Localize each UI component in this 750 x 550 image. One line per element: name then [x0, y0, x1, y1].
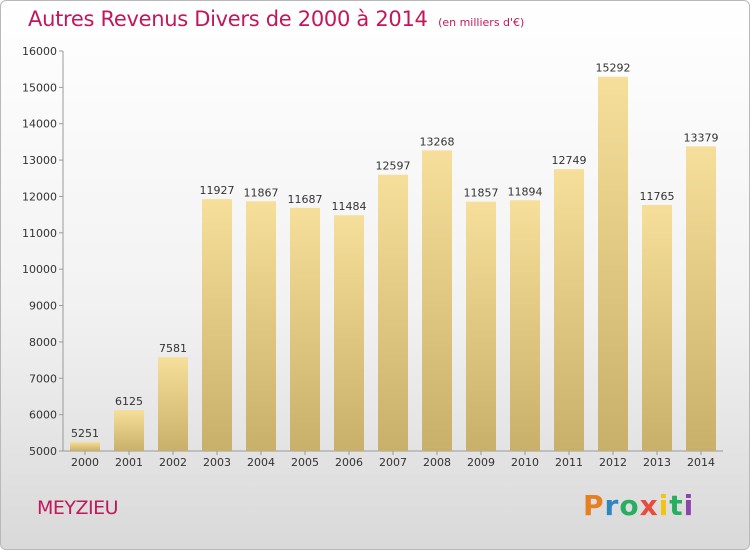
- bar-value-label: 11857: [464, 187, 499, 200]
- bar-value-label: 5251: [71, 427, 99, 440]
- bar-value-label: 6125: [115, 395, 143, 408]
- city-name: MEYZIEU: [37, 497, 119, 519]
- bar-value-label: 13379: [684, 131, 719, 144]
- bar-value-label: 7581: [159, 342, 187, 355]
- bar: [554, 169, 584, 451]
- x-tick-label: 2007: [379, 456, 407, 469]
- bar: [510, 200, 540, 451]
- x-tick-label: 2009: [467, 456, 495, 469]
- bar: [598, 76, 628, 451]
- bar: [642, 205, 672, 451]
- bar: [158, 357, 188, 451]
- logo-letter: o: [619, 489, 640, 522]
- chart-header: Autres Revenus Divers de 2000 à 2014 (en…: [28, 7, 524, 31]
- bar: [114, 410, 144, 451]
- bar: [466, 201, 496, 451]
- bar-value-label: 11765: [640, 190, 675, 203]
- axes: 5000 6000 7000 8000 9000 10000 11000 12000 13000…: [22, 45, 723, 469]
- bar: [246, 201, 276, 451]
- x-tick-label: 2011: [555, 456, 583, 469]
- proxiti-logo: Proxiti: [583, 489, 694, 522]
- y-tick-label: 14000: [22, 118, 57, 131]
- chart-title: Autres Revenus Divers de 2000 à 2014: [28, 7, 428, 31]
- y-tick-label: 12000: [22, 190, 57, 203]
- x-tick-label: 2013: [643, 456, 671, 469]
- y-tick-label: 15000: [22, 81, 57, 94]
- x-tick-label: 2010: [511, 456, 539, 469]
- data-labels-group: 5251 6125 7581 11927 11867 11687 11484 12597 132…: [71, 62, 719, 440]
- x-tick-label: 2001: [115, 456, 143, 469]
- x-tick-label: 2006: [335, 456, 363, 469]
- bar: [334, 215, 364, 451]
- bar-value-label: 12597: [376, 160, 411, 173]
- x-tick-label: 2000: [71, 456, 99, 469]
- bar-value-label: 12749: [552, 154, 587, 167]
- bar-value-label: 15292: [596, 62, 631, 75]
- logo-letter: P: [583, 489, 605, 522]
- bar-value-label: 11894: [508, 185, 543, 198]
- logo-letter: i: [683, 489, 695, 522]
- bar-value-label: 11867: [244, 186, 279, 199]
- logo-letter: i: [658, 489, 670, 522]
- bars-group: [70, 76, 716, 452]
- y-tick-label: 13000: [22, 154, 57, 167]
- x-tick-label: 2003: [203, 456, 231, 469]
- y-tick-label: 7000: [29, 372, 57, 385]
- x-tick-label: 2005: [291, 456, 319, 469]
- y-tick-label: 11000: [22, 227, 57, 240]
- bar-value-label: 11484: [332, 200, 367, 213]
- y-tick-label: 6000: [29, 409, 57, 422]
- logo-letter: x: [639, 489, 659, 522]
- y-tick-label: 10000: [22, 263, 57, 276]
- bar: [70, 441, 100, 451]
- x-tick-label: 2012: [599, 456, 627, 469]
- chart-subtitle: (en milliers d'€): [438, 16, 525, 29]
- y-tick-label: 16000: [22, 45, 57, 58]
- x-tick-label: 2008: [423, 456, 451, 469]
- y-tick-label: 5000: [29, 445, 57, 458]
- bar-value-label: 11927: [200, 184, 235, 197]
- bar-value-label: 13268: [420, 135, 455, 148]
- bar: [290, 207, 320, 451]
- bar: [686, 146, 716, 452]
- bar: [378, 174, 408, 451]
- bar-value-label: 11687: [288, 193, 323, 206]
- y-tick-label: 8000: [29, 336, 57, 349]
- x-tick-label: 2014: [687, 456, 715, 469]
- bar: [202, 199, 232, 451]
- bar: [422, 150, 452, 451]
- logo-letter: r: [604, 489, 620, 522]
- x-tick-label: 2002: [159, 456, 187, 469]
- x-tick-label: 2004: [247, 456, 275, 469]
- logo-letter: t: [669, 489, 684, 522]
- y-tick-label: 9000: [29, 300, 57, 313]
